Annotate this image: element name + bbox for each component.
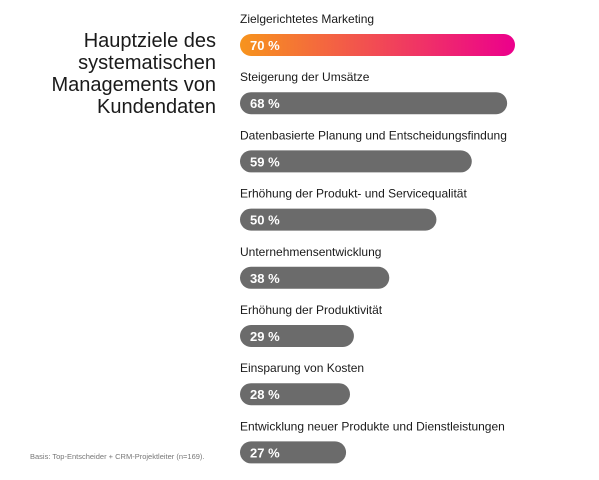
- value-label: 59 %: [250, 154, 280, 169]
- value-label: 27 %: [250, 445, 280, 460]
- category-label: Zielgerichtetes Marketing: [240, 12, 374, 26]
- bar: [240, 325, 354, 347]
- footnote: Basis: Top-Entscheider + CRM-Projektleit…: [30, 452, 205, 461]
- value-label: 28 %: [250, 387, 280, 402]
- bar: [240, 266, 390, 289]
- value-label: 68 %: [250, 96, 280, 111]
- title-line: systematischen: [78, 52, 216, 74]
- value-label: 50 %: [250, 213, 280, 228]
- category-label: Unternehmensentwicklung: [240, 245, 381, 259]
- bar: [240, 92, 508, 115]
- category-label: Entwicklung neuer Produkte und Dienstlei…: [240, 419, 505, 433]
- value-label: 38 %: [250, 271, 280, 286]
- title-line: Hauptziele des: [83, 30, 216, 52]
- value-label: 70 %: [250, 38, 280, 53]
- title-line: Managements von: [51, 74, 216, 96]
- bar: [240, 150, 472, 173]
- title-line: Kundendaten: [96, 96, 216, 118]
- bar: [240, 383, 350, 406]
- chart-title: Hauptziele des systematischen Management…: [20, 30, 216, 118]
- highlight-bar: [240, 34, 515, 56]
- category-label: Erhöhung der Produkt- und Servicequalitä…: [240, 187, 467, 201]
- value-label: 29 %: [250, 329, 280, 344]
- bar: [240, 208, 437, 231]
- category-label: Steigerung der Umsätze: [240, 70, 370, 84]
- category-label: Datenbasierte Planung und Entscheidungsf…: [240, 128, 507, 142]
- category-label: Erhöhung der Produktivität: [240, 303, 383, 317]
- bar: [240, 441, 347, 464]
- category-label: Einsparung von Kosten: [240, 361, 364, 375]
